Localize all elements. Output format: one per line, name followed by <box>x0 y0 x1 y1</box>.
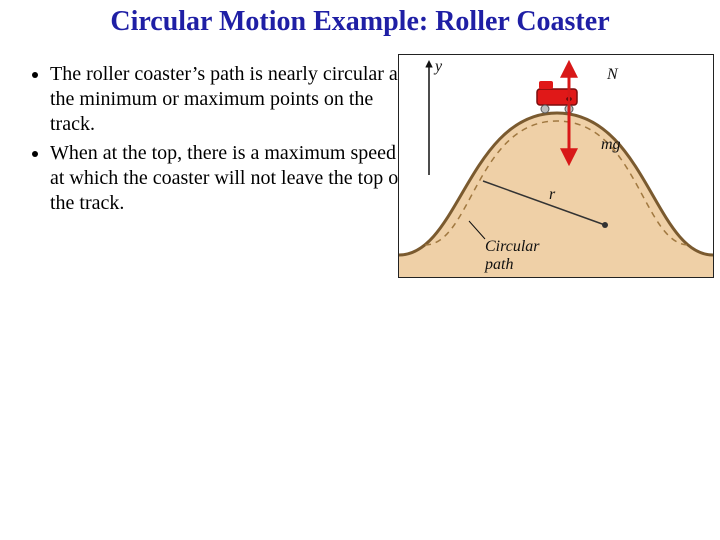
coaster-car <box>537 81 577 113</box>
hill-fill <box>399 113 713 277</box>
bullet-item: When at the top, there is a maximum spee… <box>50 141 410 216</box>
circpath-label-1: Circular <box>485 238 540 255</box>
force-mg-label: mg <box>601 136 621 153</box>
y-axis-label: y <box>433 58 443 75</box>
center-dot <box>602 222 608 228</box>
figure-svg: y N mg r Circular pat <box>399 55 713 277</box>
circpath-label-2: path <box>484 256 513 273</box>
force-N-label: N <box>606 66 619 83</box>
radius-label: r <box>549 186 556 203</box>
bullet-item: The roller coaster’s path is nearly circ… <box>50 62 410 137</box>
slide: Circular Motion Example: Roller Coaster … <box>0 0 720 540</box>
figure-rollercoaster: y N mg r Circular pat <box>398 54 714 278</box>
bullet-list: The roller coaster’s path is nearly circ… <box>28 62 410 220</box>
slide-title: Circular Motion Example: Roller Coaster <box>0 6 720 38</box>
